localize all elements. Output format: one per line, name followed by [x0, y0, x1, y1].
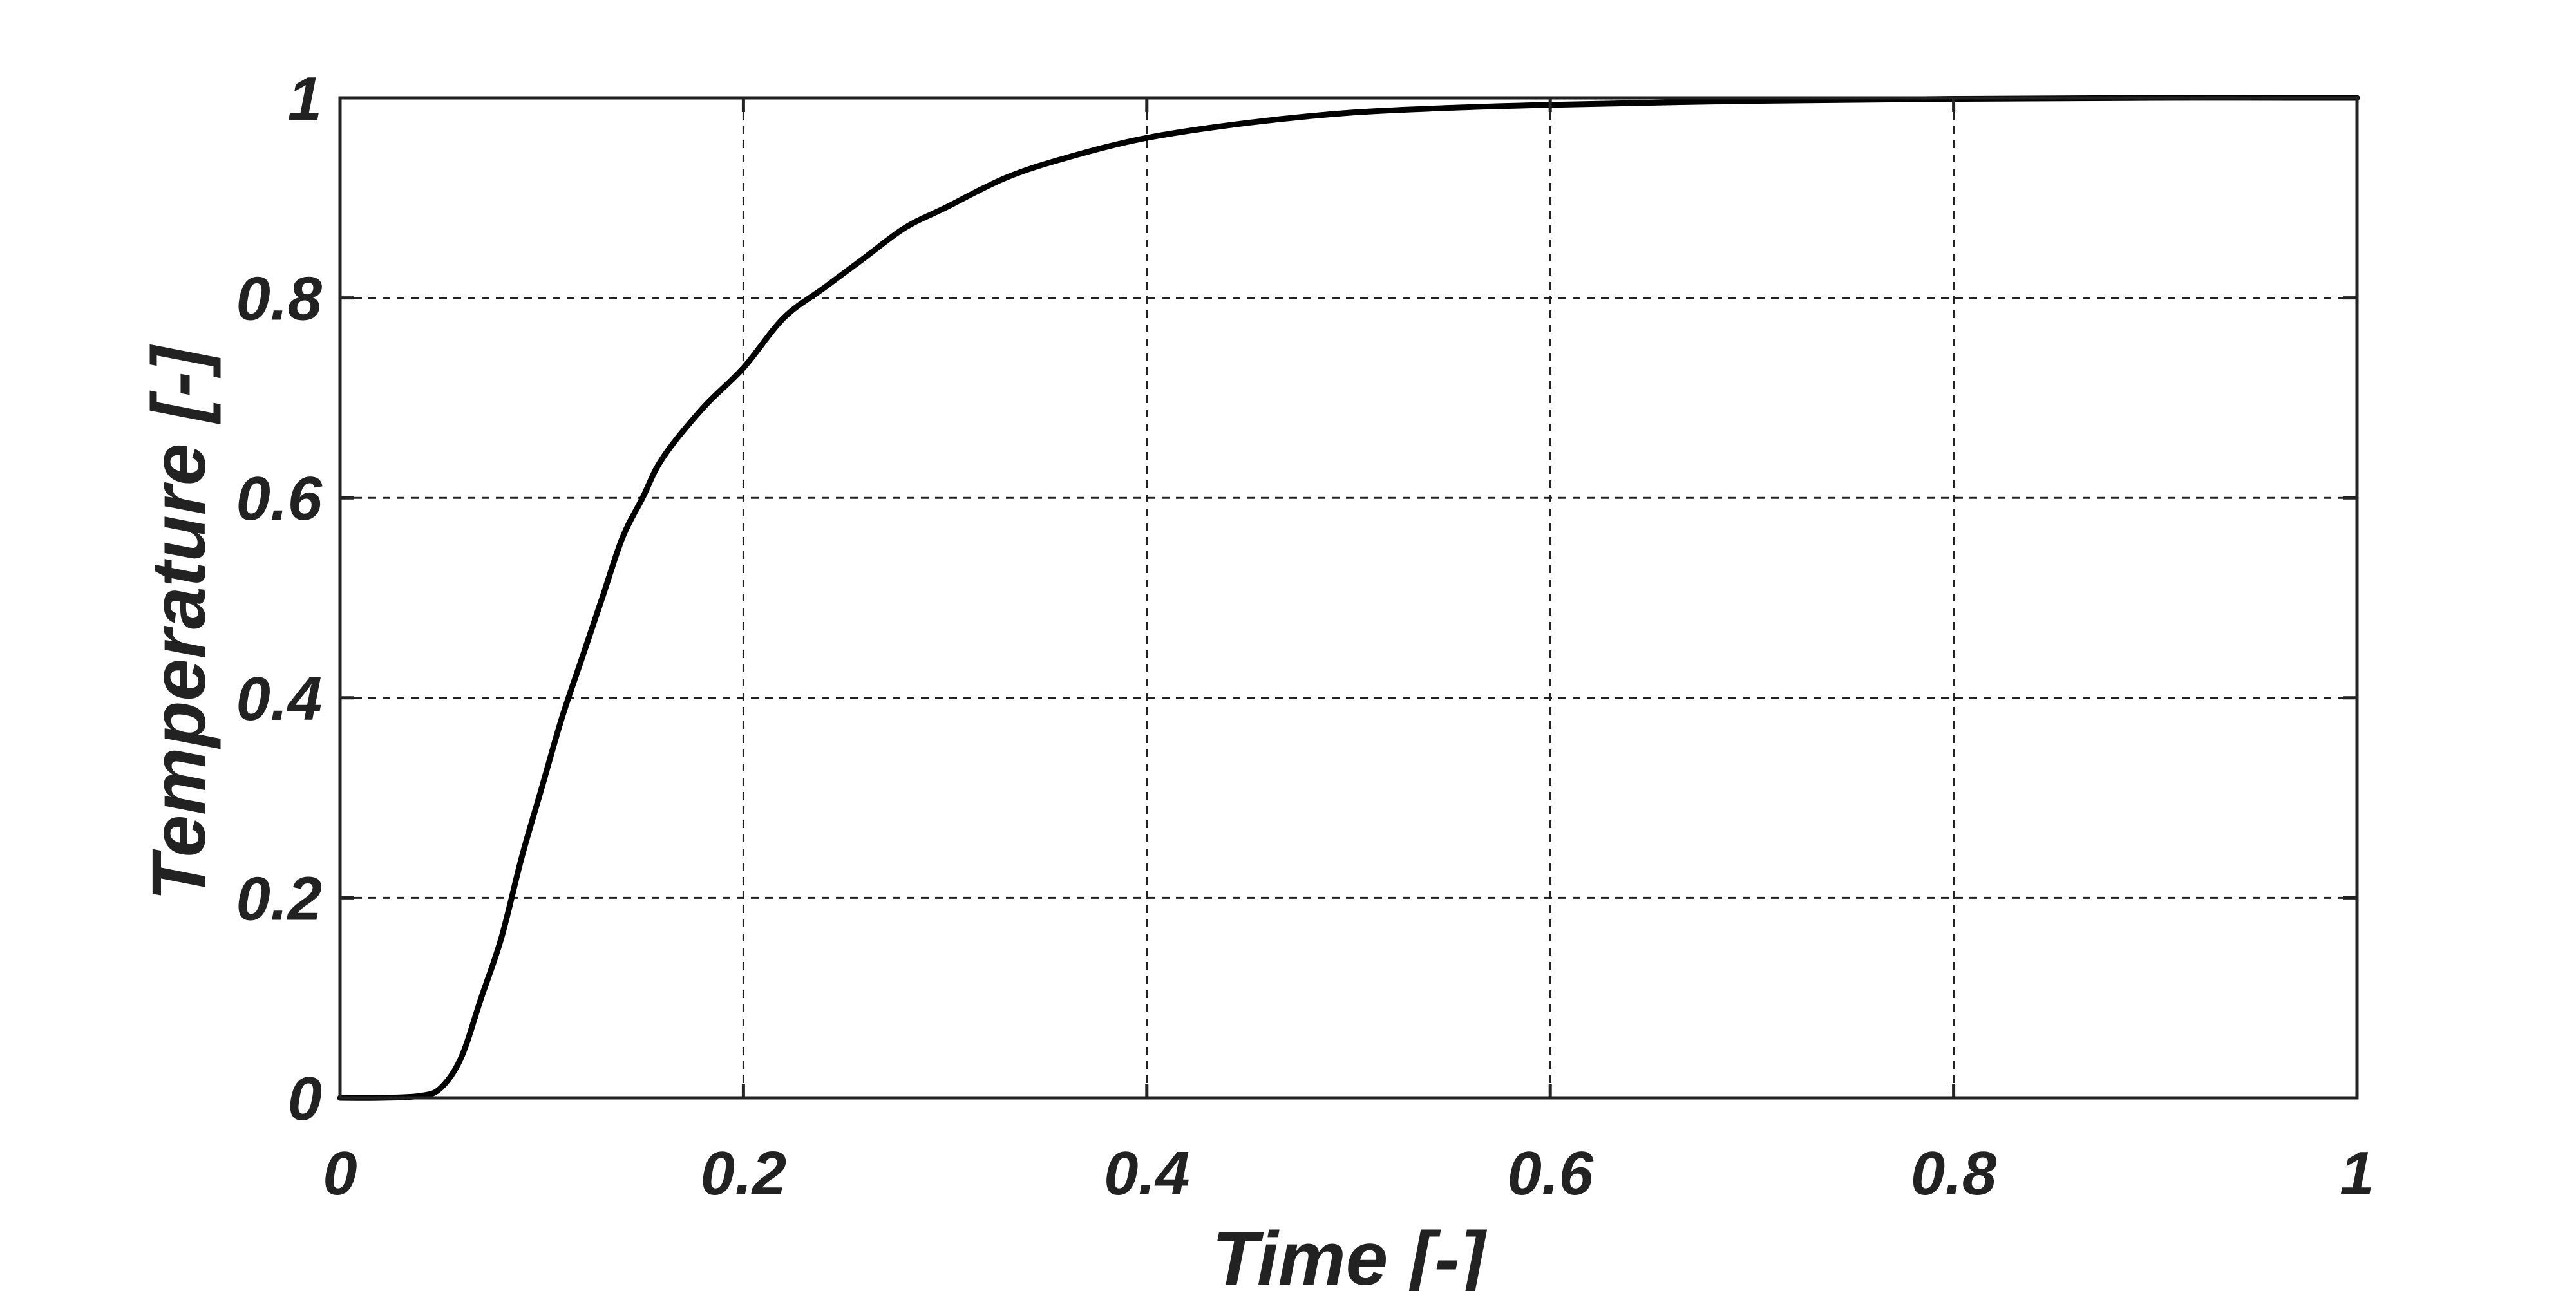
- x-tick-labels: 0 0.2 0.4 0.6 0.8 1: [323, 1139, 2374, 1208]
- x-tick-label: 0.6: [1507, 1139, 1593, 1208]
- x-tick-label: 0.8: [1911, 1139, 1997, 1208]
- y-tick-label: 0.8: [236, 265, 323, 334]
- y-tick-label: 0.4: [236, 664, 322, 733]
- x-tick-label: 0: [323, 1139, 357, 1208]
- x-tick-label: 1: [2340, 1139, 2374, 1208]
- y-tick-label: 0.2: [236, 864, 322, 933]
- y-tick-labels: 0 0.2 0.4 0.6 0.8 1: [236, 64, 323, 1133]
- x-axis-label: Time [-]: [1212, 1216, 1488, 1291]
- y-tick-label: 1: [288, 64, 322, 133]
- y-axis-label: Temperature [-]: [137, 344, 222, 901]
- temperature-series-line: [337, 95, 2360, 1101]
- y-tick-label: 0.6: [236, 464, 323, 533]
- grid-lines: [340, 98, 2357, 1098]
- plot-frame: [338, 96, 2359, 1100]
- y-tick-label: 0: [288, 1064, 322, 1133]
- series-layer: [337, 95, 2360, 1101]
- x-tick-label: 0.2: [701, 1139, 786, 1208]
- tick-marks: [338, 96, 2359, 1100]
- x-tick-label: 0.4: [1104, 1139, 1189, 1208]
